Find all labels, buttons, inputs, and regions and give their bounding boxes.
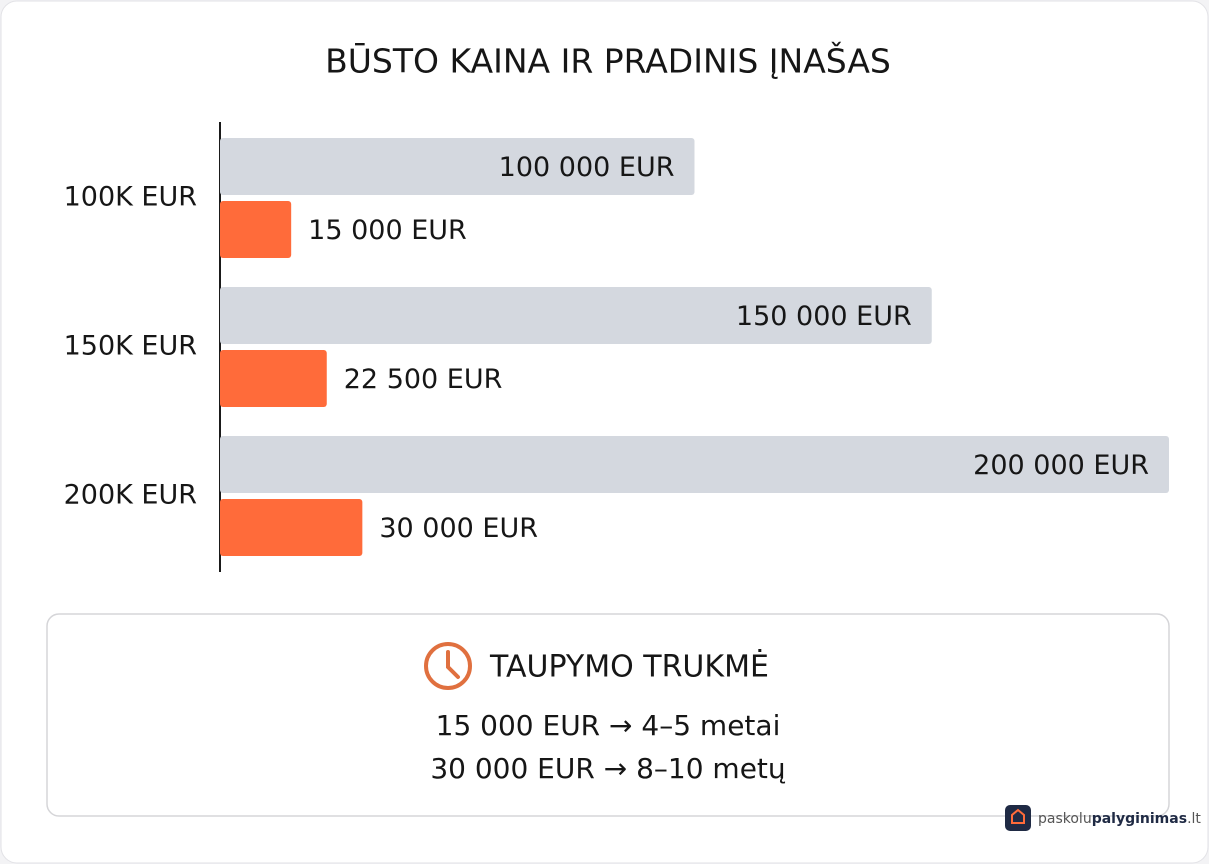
y-tick-label: 150K EUR xyxy=(64,331,197,362)
brand-icon xyxy=(1005,805,1031,831)
value-label: 150 000 EUR xyxy=(736,301,912,332)
savings-line: 30 000 EUR → 8–10 metų xyxy=(430,752,786,785)
bar xyxy=(220,350,327,407)
brand-part: palyginimas xyxy=(1092,811,1187,827)
savings-line: 15 000 EUR → 4–5 metai xyxy=(436,709,781,742)
y-tick-label: 100K EUR xyxy=(64,182,197,213)
bar xyxy=(220,201,292,258)
clock-icon xyxy=(424,642,472,690)
info-box xyxy=(46,613,1170,817)
brand-part: paskolu xyxy=(1038,811,1092,827)
y-tick-label: 200K EUR xyxy=(64,480,197,511)
brand-part: .lt xyxy=(1187,811,1201,827)
brand: paskolupalyginimas.lt xyxy=(1038,811,1201,827)
brand-house xyxy=(1011,808,1025,824)
value-label: 100 000 EUR xyxy=(499,152,675,183)
value-label: 22 500 EUR xyxy=(344,364,503,395)
bar xyxy=(220,499,363,556)
value-label: 200 000 EUR xyxy=(973,450,1149,481)
value-label: 15 000 EUR xyxy=(308,215,467,246)
value-label: 30 000 EUR xyxy=(379,513,538,544)
bar xyxy=(220,287,932,344)
chart-title: BŪSTO KAINA IR PRADINIS ĮNAŠAS xyxy=(325,41,891,81)
savings-title: TAUPYMO TRUKMĖ xyxy=(489,649,769,685)
bar xyxy=(220,436,1169,493)
bar xyxy=(220,138,695,195)
